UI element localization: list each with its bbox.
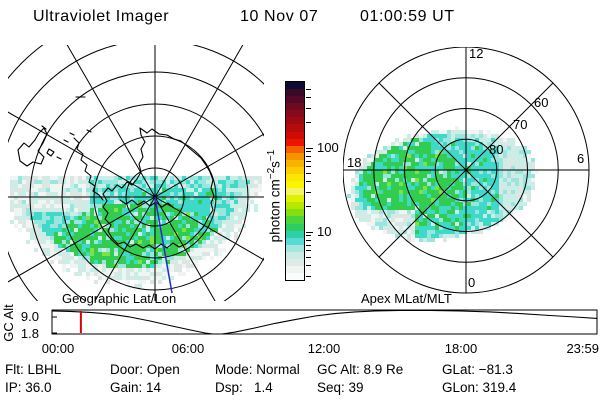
status-gain: Gain: 14 [110, 380, 162, 395]
colorbar-unit-label: photon cm−2s−1 [266, 149, 283, 243]
colorbar-band [286, 181, 304, 189]
colorbar-band [286, 131, 304, 139]
strip-ylabel: GC Alt [1, 304, 16, 342]
strip-header-apex: Apex MLat/MLT [361, 291, 452, 306]
mlat-label-80: 80 [489, 142, 503, 157]
status-readouts: Flt: LBHL Door: Open Mode: Normal GC Alt… [5, 362, 597, 398]
colorbar-band [286, 174, 304, 182]
status-ip: IP: 36.0 [5, 380, 52, 395]
colorbar-band [286, 159, 304, 167]
strip-plot-box [51, 309, 598, 335]
colorbar-band [286, 258, 304, 267]
observation-time: 01:00:59 UT [360, 8, 455, 25]
mlt-label-0: 0 [468, 275, 475, 290]
xtick-2359: 23:59 [566, 341, 599, 356]
geographic-map [8, 45, 264, 301]
colorbar [285, 81, 305, 281]
xtick-0600: 06:00 [172, 341, 205, 356]
colorbar-band [286, 138, 304, 146]
colorbar-ticks [306, 81, 320, 281]
colorbar-band [286, 117, 304, 125]
colorbar-band [286, 273, 304, 281]
xtick-1800: 18:00 [445, 341, 478, 356]
apex-polar-plot: 12 18 6 0 80 70 60 [343, 47, 590, 294]
mlt-label-18: 18 [347, 155, 361, 170]
colorbar-band [286, 188, 304, 196]
xtick-1200: 12:00 [308, 341, 341, 356]
xtick-0000: 00:00 [42, 341, 75, 356]
ytick-high-label: 9.0 [21, 309, 39, 324]
strip-header-geographic: Geographic Lat/Lon [62, 291, 176, 306]
status-glon: GLon: 319.4 [442, 380, 517, 395]
status-mode: Mode: Normal [215, 362, 300, 377]
highlight-meridian-line [154, 196, 173, 294]
aurora-image-apex [347, 126, 539, 242]
status-gcalt: GC Alt: 8.9 Re [317, 362, 404, 377]
gc-alt-strip-chart: Geographic Lat/Lon Apex MLat/MLT 9.0 1.8… [1, 291, 599, 356]
status-glat: GLat: −81.3 [442, 362, 513, 377]
colorbar-band [286, 237, 304, 245]
mlt-label-6: 6 [577, 151, 584, 166]
colorbar-band [286, 223, 304, 231]
colorbar-band [286, 216, 304, 224]
colorbar-tick-label-10: 10 [317, 224, 332, 239]
colorbar-band [286, 209, 304, 217]
colorbar-band [286, 202, 304, 210]
status-seq: Seq: 39 [317, 380, 364, 395]
aurora-image-geographic [10, 176, 262, 288]
colorbar-band [286, 266, 304, 274]
ytick-low-label: 1.8 [21, 326, 39, 341]
app-title: Ultraviolet Imager [33, 8, 170, 25]
status-dsp: Dsp: 1.4 [215, 380, 273, 395]
mlat-label-60: 60 [534, 95, 548, 110]
colorbar-band [286, 96, 304, 104]
colorbar-tick-label-100: 100 [317, 140, 339, 155]
observation-date: 10 Nov 07 [240, 8, 319, 25]
colorbar-band [286, 82, 304, 90]
mlt-label-12: 12 [469, 47, 483, 61]
colorbar-band [286, 110, 304, 118]
colorbar-band [286, 230, 304, 238]
orbit-altitude-curve [51, 309, 598, 335]
colorbar-band [286, 89, 304, 97]
coastline [17, 96, 215, 250]
colorbar-band [286, 166, 304, 175]
colorbar-band [286, 145, 304, 153]
mlat-mlt-grid [343, 47, 590, 294]
colorbar-band [286, 251, 304, 259]
colorbar-band [286, 195, 304, 203]
colorbar-band [286, 124, 304, 132]
colorbar-band [286, 152, 304, 160]
colorbar-band [286, 103, 304, 111]
colorbar-band [286, 244, 304, 252]
status-flt: Flt: LBHL [5, 362, 62, 377]
status-door: Door: Open [110, 362, 180, 377]
mlat-label-70: 70 [513, 117, 527, 132]
